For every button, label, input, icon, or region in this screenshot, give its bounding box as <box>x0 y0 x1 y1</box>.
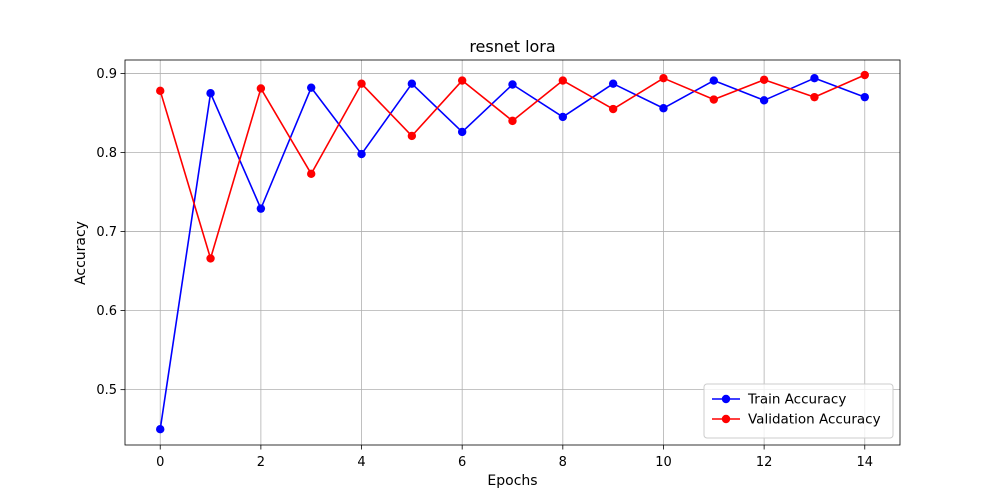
data-point <box>558 76 568 85</box>
chart-title: resnet lora <box>469 37 555 56</box>
data-point <box>810 92 819 102</box>
data-point <box>659 73 668 83</box>
legend-marker <box>721 394 731 404</box>
legend-marker <box>721 414 731 424</box>
x-tick-label: 10 <box>655 455 672 470</box>
data-point <box>206 89 215 98</box>
x-tick-label: 4 <box>357 455 365 470</box>
legend-label: Train Accuracy <box>747 392 846 408</box>
data-point <box>457 76 467 85</box>
y-tick-label: 0.9 <box>96 67 117 82</box>
data-point <box>608 104 618 114</box>
y-axis: 0.5 0.6 0.7 0.8 0.9 <box>96 67 125 398</box>
data-point <box>206 254 215 263</box>
data-point <box>608 79 618 88</box>
y-axis-label: Accuracy <box>73 221 89 285</box>
data-point <box>508 116 517 126</box>
legend-label: Validation Accuracy <box>748 412 881 428</box>
data-point <box>558 112 568 122</box>
data-point <box>307 169 316 179</box>
grid-lines <box>125 60 900 445</box>
data-point <box>256 204 266 213</box>
x-axis: 0 2 4 6 8 10 12 14 <box>156 445 873 470</box>
y-tick-label: 0.8 <box>96 146 117 161</box>
x-tick-label: 14 <box>856 455 873 470</box>
x-tick-label: 12 <box>756 455 773 470</box>
legend-item: Train Accuracy <box>712 392 846 408</box>
data-point <box>256 84 266 93</box>
plot-area <box>124 59 901 446</box>
data-point <box>357 149 366 159</box>
data-point <box>860 70 869 80</box>
data-point <box>659 104 668 113</box>
data-point <box>860 92 869 102</box>
data-point <box>407 79 417 88</box>
data-point <box>307 83 316 92</box>
series-layer <box>156 70 869 434</box>
data-point <box>508 80 517 89</box>
plot-frame <box>124 59 901 446</box>
data-point <box>407 131 417 141</box>
data-point <box>156 86 165 96</box>
legend-item: Validation Accuracy <box>712 412 881 428</box>
legend: Train Accuracy Validation Accuracy <box>703 383 894 439</box>
series-1 <box>156 70 869 263</box>
x-tick-label: 2 <box>257 455 265 470</box>
data-point <box>357 79 366 88</box>
y-tick-label: 0.5 <box>96 383 117 398</box>
x-tick-label: 6 <box>458 455 466 470</box>
data-point <box>709 76 718 85</box>
data-point <box>457 127 467 137</box>
series-0 <box>156 73 869 434</box>
data-point <box>156 424 165 434</box>
data-point <box>709 95 718 104</box>
x-axis-label: Epochs <box>487 473 537 489</box>
x-tick-label: 0 <box>156 455 164 470</box>
data-point <box>759 75 769 84</box>
data-point <box>810 73 819 83</box>
legend-box <box>703 383 894 439</box>
y-tick-label: 0.6 <box>96 304 117 319</box>
y-tick-label: 0.7 <box>96 225 117 240</box>
data-point <box>759 96 769 105</box>
x-tick-label: 8 <box>559 455 567 470</box>
